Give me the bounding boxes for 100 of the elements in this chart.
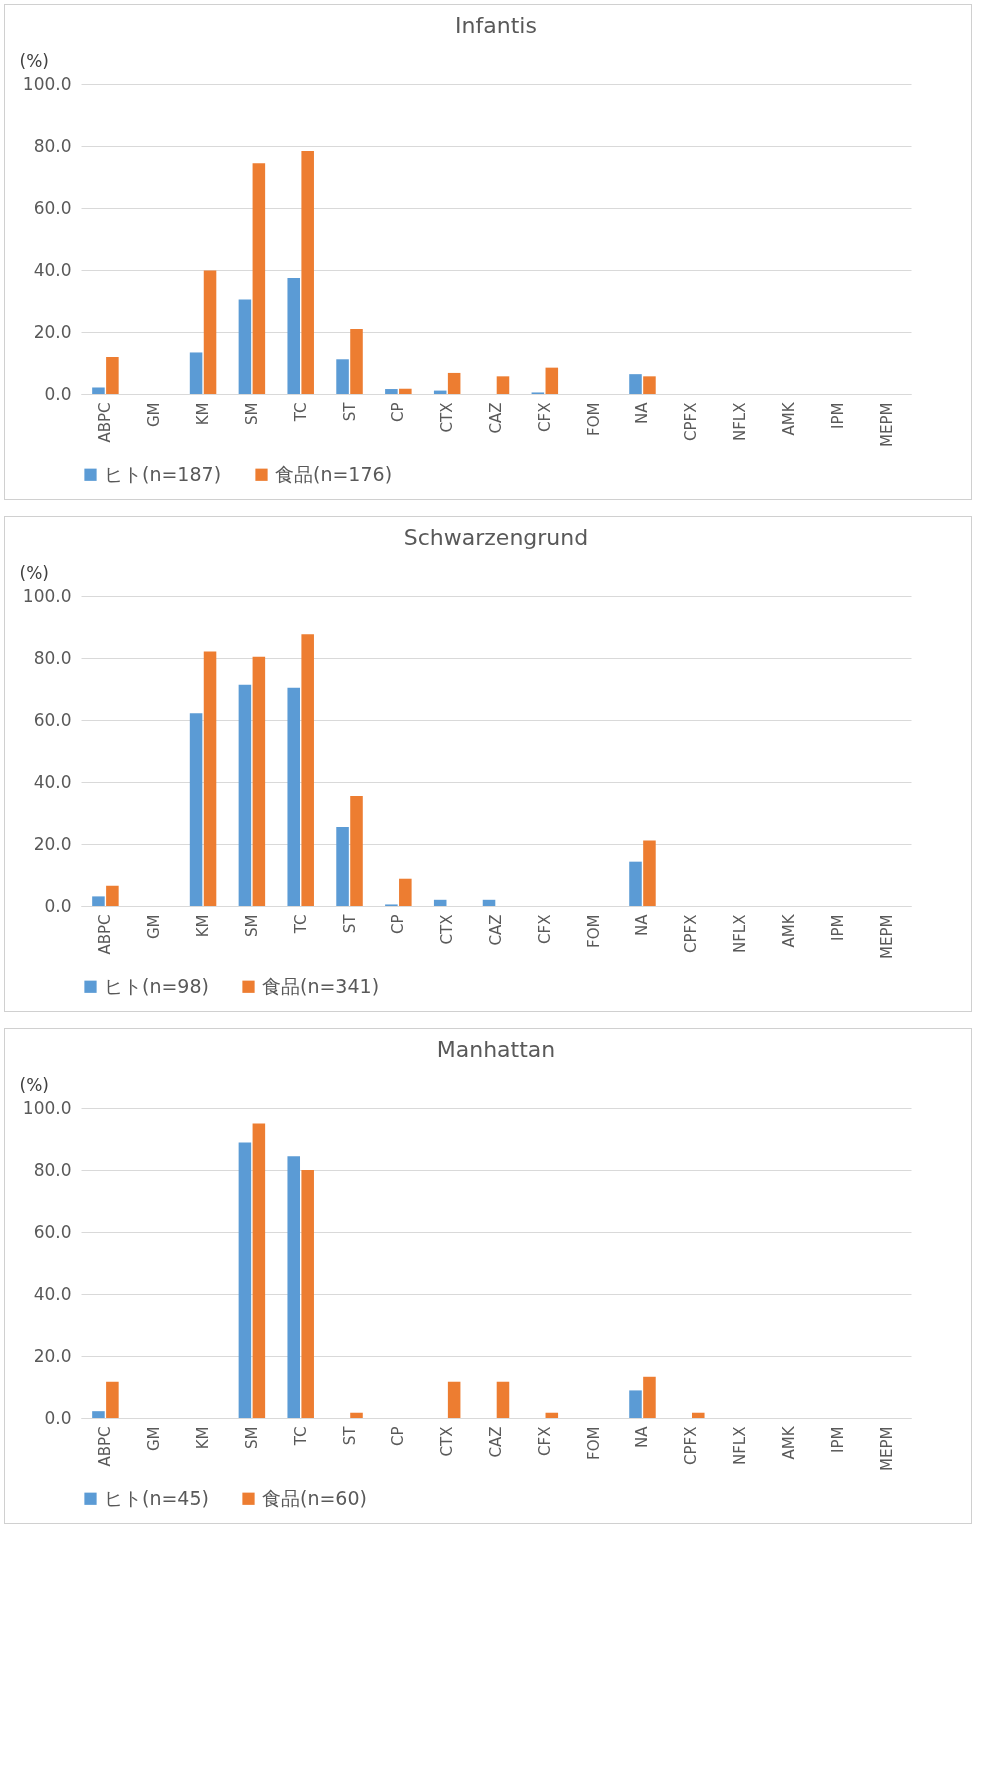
bar (447, 372, 461, 394)
x-tick-label: CFX (535, 914, 554, 944)
x-tick-label: CPFX (682, 1426, 701, 1465)
y-axis-title: (%) (19, 562, 49, 583)
bar (92, 387, 105, 394)
x-tick-label: CTX (438, 1426, 457, 1457)
x-tick-label: CP (389, 1426, 408, 1447)
x-tick-label: TC (291, 402, 310, 423)
bar (106, 357, 119, 394)
y-tick-label: 40.0 (33, 1283, 72, 1304)
y-tick-label: 20.0 (33, 833, 72, 854)
chart-title: Schwarzengrund (403, 525, 589, 550)
legend-label: ヒト(n=187) (104, 462, 222, 485)
legend-label: ヒト(n=45) (104, 1486, 209, 1509)
bar (336, 359, 349, 394)
bar (385, 389, 398, 394)
legend-label: ヒト(n=98) (104, 974, 209, 997)
x-tick-label: ST (340, 1425, 359, 1446)
x-tick-label: IPM (828, 1426, 847, 1453)
y-tick-label: 80.0 (33, 647, 72, 668)
bar (496, 1381, 510, 1418)
x-tick-label: NFLX (731, 402, 750, 441)
x-tick-label: CPFX (682, 402, 701, 441)
bar (496, 376, 510, 394)
x-tick-label: NFLX (731, 1426, 750, 1465)
y-tick-label: 20.0 (33, 1345, 72, 1366)
bar (203, 651, 217, 906)
x-tick-label: FOM (584, 402, 603, 436)
x-tick-label: AMK (779, 913, 798, 948)
y-tick-label: 100.0 (22, 1097, 72, 1118)
y-tick-label: 100.0 (22, 73, 72, 94)
y-tick-label: 20.0 (33, 321, 72, 342)
y-tick-label: 60.0 (33, 197, 72, 218)
x-tick-label: NA (633, 913, 652, 936)
bar (92, 1411, 105, 1418)
x-tick-label: CAZ (487, 1426, 505, 1458)
y-tick-label: 40.0 (33, 771, 72, 792)
bar (287, 278, 301, 394)
bar (545, 367, 559, 394)
y-axis-title: (%) (19, 1074, 49, 1095)
bar (287, 1156, 301, 1418)
bar (92, 896, 105, 906)
chart-title: Manhattan (436, 1037, 556, 1062)
y-tick-label: 40.0 (33, 259, 72, 280)
x-tick-label: MEPM (877, 1426, 896, 1471)
y-tick-label: 60.0 (33, 709, 72, 730)
x-tick-label: MEPM (877, 402, 896, 447)
bar (252, 656, 266, 906)
x-tick-label: CFX (535, 1426, 554, 1456)
x-tick-label: NA (633, 401, 652, 424)
x-tick-label: CP (389, 914, 408, 935)
x-tick-label: GM (145, 1426, 164, 1452)
bar (399, 878, 412, 906)
x-tick-label: ABPC (96, 914, 115, 955)
x-tick-label: MEPM (877, 914, 896, 959)
x-tick-label: CTX (438, 914, 457, 945)
y-axis-title: (%) (19, 50, 49, 71)
bar (629, 861, 642, 906)
x-tick-label: CAZ (487, 402, 505, 434)
bar (189, 352, 203, 394)
bar (203, 270, 217, 394)
x-tick-label: IPM (828, 402, 847, 429)
legend-label: 食品(n=60) (262, 1486, 367, 1509)
x-tick-label: KM (194, 402, 213, 426)
x-tick-label: ABPC (96, 402, 115, 443)
bar (643, 376, 656, 394)
x-tick-label: SM (242, 914, 261, 937)
bar (629, 1390, 642, 1418)
bar (252, 1123, 266, 1418)
y-tick-label: 80.0 (33, 1159, 72, 1180)
y-tick-label: 100.0 (22, 585, 72, 606)
bar (350, 795, 363, 906)
bar (106, 885, 119, 906)
x-tick-label: ST (340, 401, 359, 422)
legend-label: 食品(n=341) (262, 974, 380, 997)
bar (482, 899, 496, 906)
bar (643, 840, 656, 906)
bar (433, 899, 447, 906)
bar (691, 1412, 705, 1418)
x-tick-label: NFLX (731, 914, 750, 953)
bar (287, 687, 301, 906)
bar (238, 684, 252, 906)
bar (629, 374, 642, 394)
y-tick-label: 0.0 (44, 1407, 72, 1428)
bar (350, 1412, 363, 1418)
legend-label: 食品(n=176) (275, 462, 393, 485)
x-tick-label: ST (340, 913, 359, 934)
bar (447, 1381, 461, 1418)
x-tick-label: SM (242, 1426, 261, 1449)
chart-title: Infantis (455, 13, 537, 38)
bar (350, 328, 363, 394)
x-tick-label: TC (291, 1426, 310, 1447)
x-tick-label: AMK (779, 1425, 798, 1460)
bar (189, 713, 203, 906)
bar (336, 826, 349, 906)
bar (399, 388, 412, 394)
x-tick-label: KM (194, 914, 213, 938)
bar (252, 163, 266, 394)
bar (301, 1170, 314, 1418)
y-tick-label: 80.0 (33, 135, 72, 156)
